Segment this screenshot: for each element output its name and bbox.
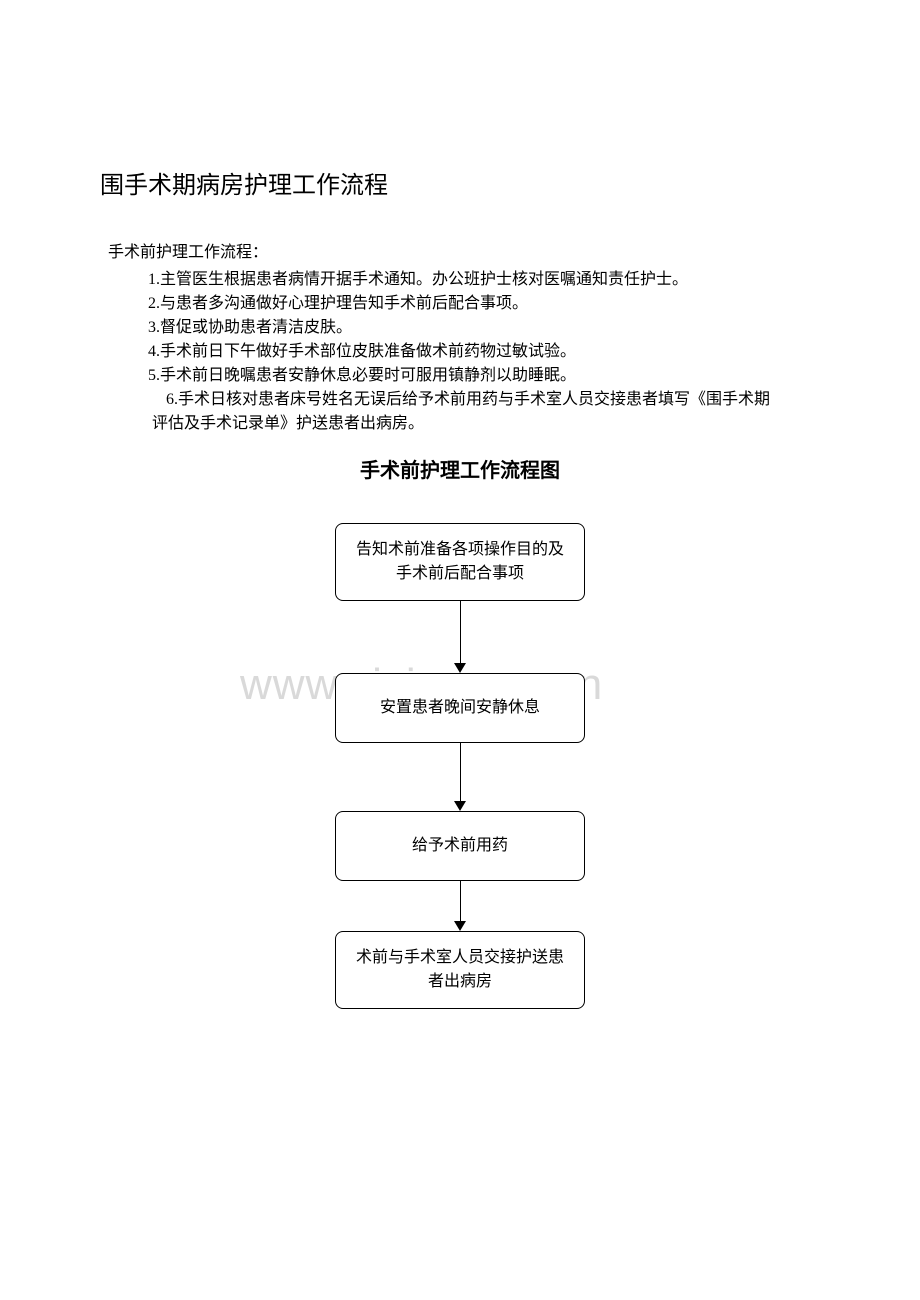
- arrow-head-icon: [454, 801, 466, 811]
- page-title: 围手术期病房护理工作流程: [100, 165, 820, 200]
- arrow-line-icon: [460, 601, 461, 663]
- list-item: 6.手术日核对患者床号姓名无误后给予术前用药与手术室人员交接患者填写《围手术期: [166, 388, 820, 412]
- arrow-head-icon: [454, 921, 466, 931]
- flow-node-2: 安置患者晚间安静休息: [335, 673, 585, 743]
- list-item: 评估及手术记录单》护送患者出病房。: [152, 412, 820, 436]
- list-item: 4.手术前日下午做好手术部位皮肤准备做术前药物过敏试验。: [148, 340, 820, 364]
- flowchart-title: 手术前护理工作流程图: [100, 454, 820, 483]
- flow-node-4: 术前与手术室人员交接护送患者出病房: [335, 931, 585, 1009]
- arrow-line-icon: [460, 743, 461, 801]
- list-item: 3.督促或协助患者清洁皮肤。: [148, 316, 820, 340]
- arrow-head-icon: [454, 663, 466, 673]
- flow-arrow: [454, 601, 466, 673]
- flow-arrow: [454, 743, 466, 811]
- flowchart-container: 告知术前准备各项操作目的及手术前后配合事项 安置患者晚间安静休息 给予术前用药 …: [100, 523, 820, 1009]
- flow-node-1: 告知术前准备各项操作目的及手术前后配合事项: [335, 523, 585, 601]
- flow-node-3: 给予术前用药: [335, 811, 585, 881]
- list-item: 5.手术前日晚嘱患者安静休息必要时可服用镇静剂以助睡眠。: [148, 364, 820, 388]
- list-item: 2.与患者多沟通做好心理护理告知手术前后配合事项。: [148, 292, 820, 316]
- arrow-line-icon: [460, 881, 461, 921]
- section-subtitle: 手术前护理工作流程：: [108, 238, 820, 262]
- list-item: 1.主管医生根据患者病情开据手术通知。办公班护士核对医嘱通知责任护士。: [148, 268, 820, 292]
- flow-arrow: [454, 881, 466, 931]
